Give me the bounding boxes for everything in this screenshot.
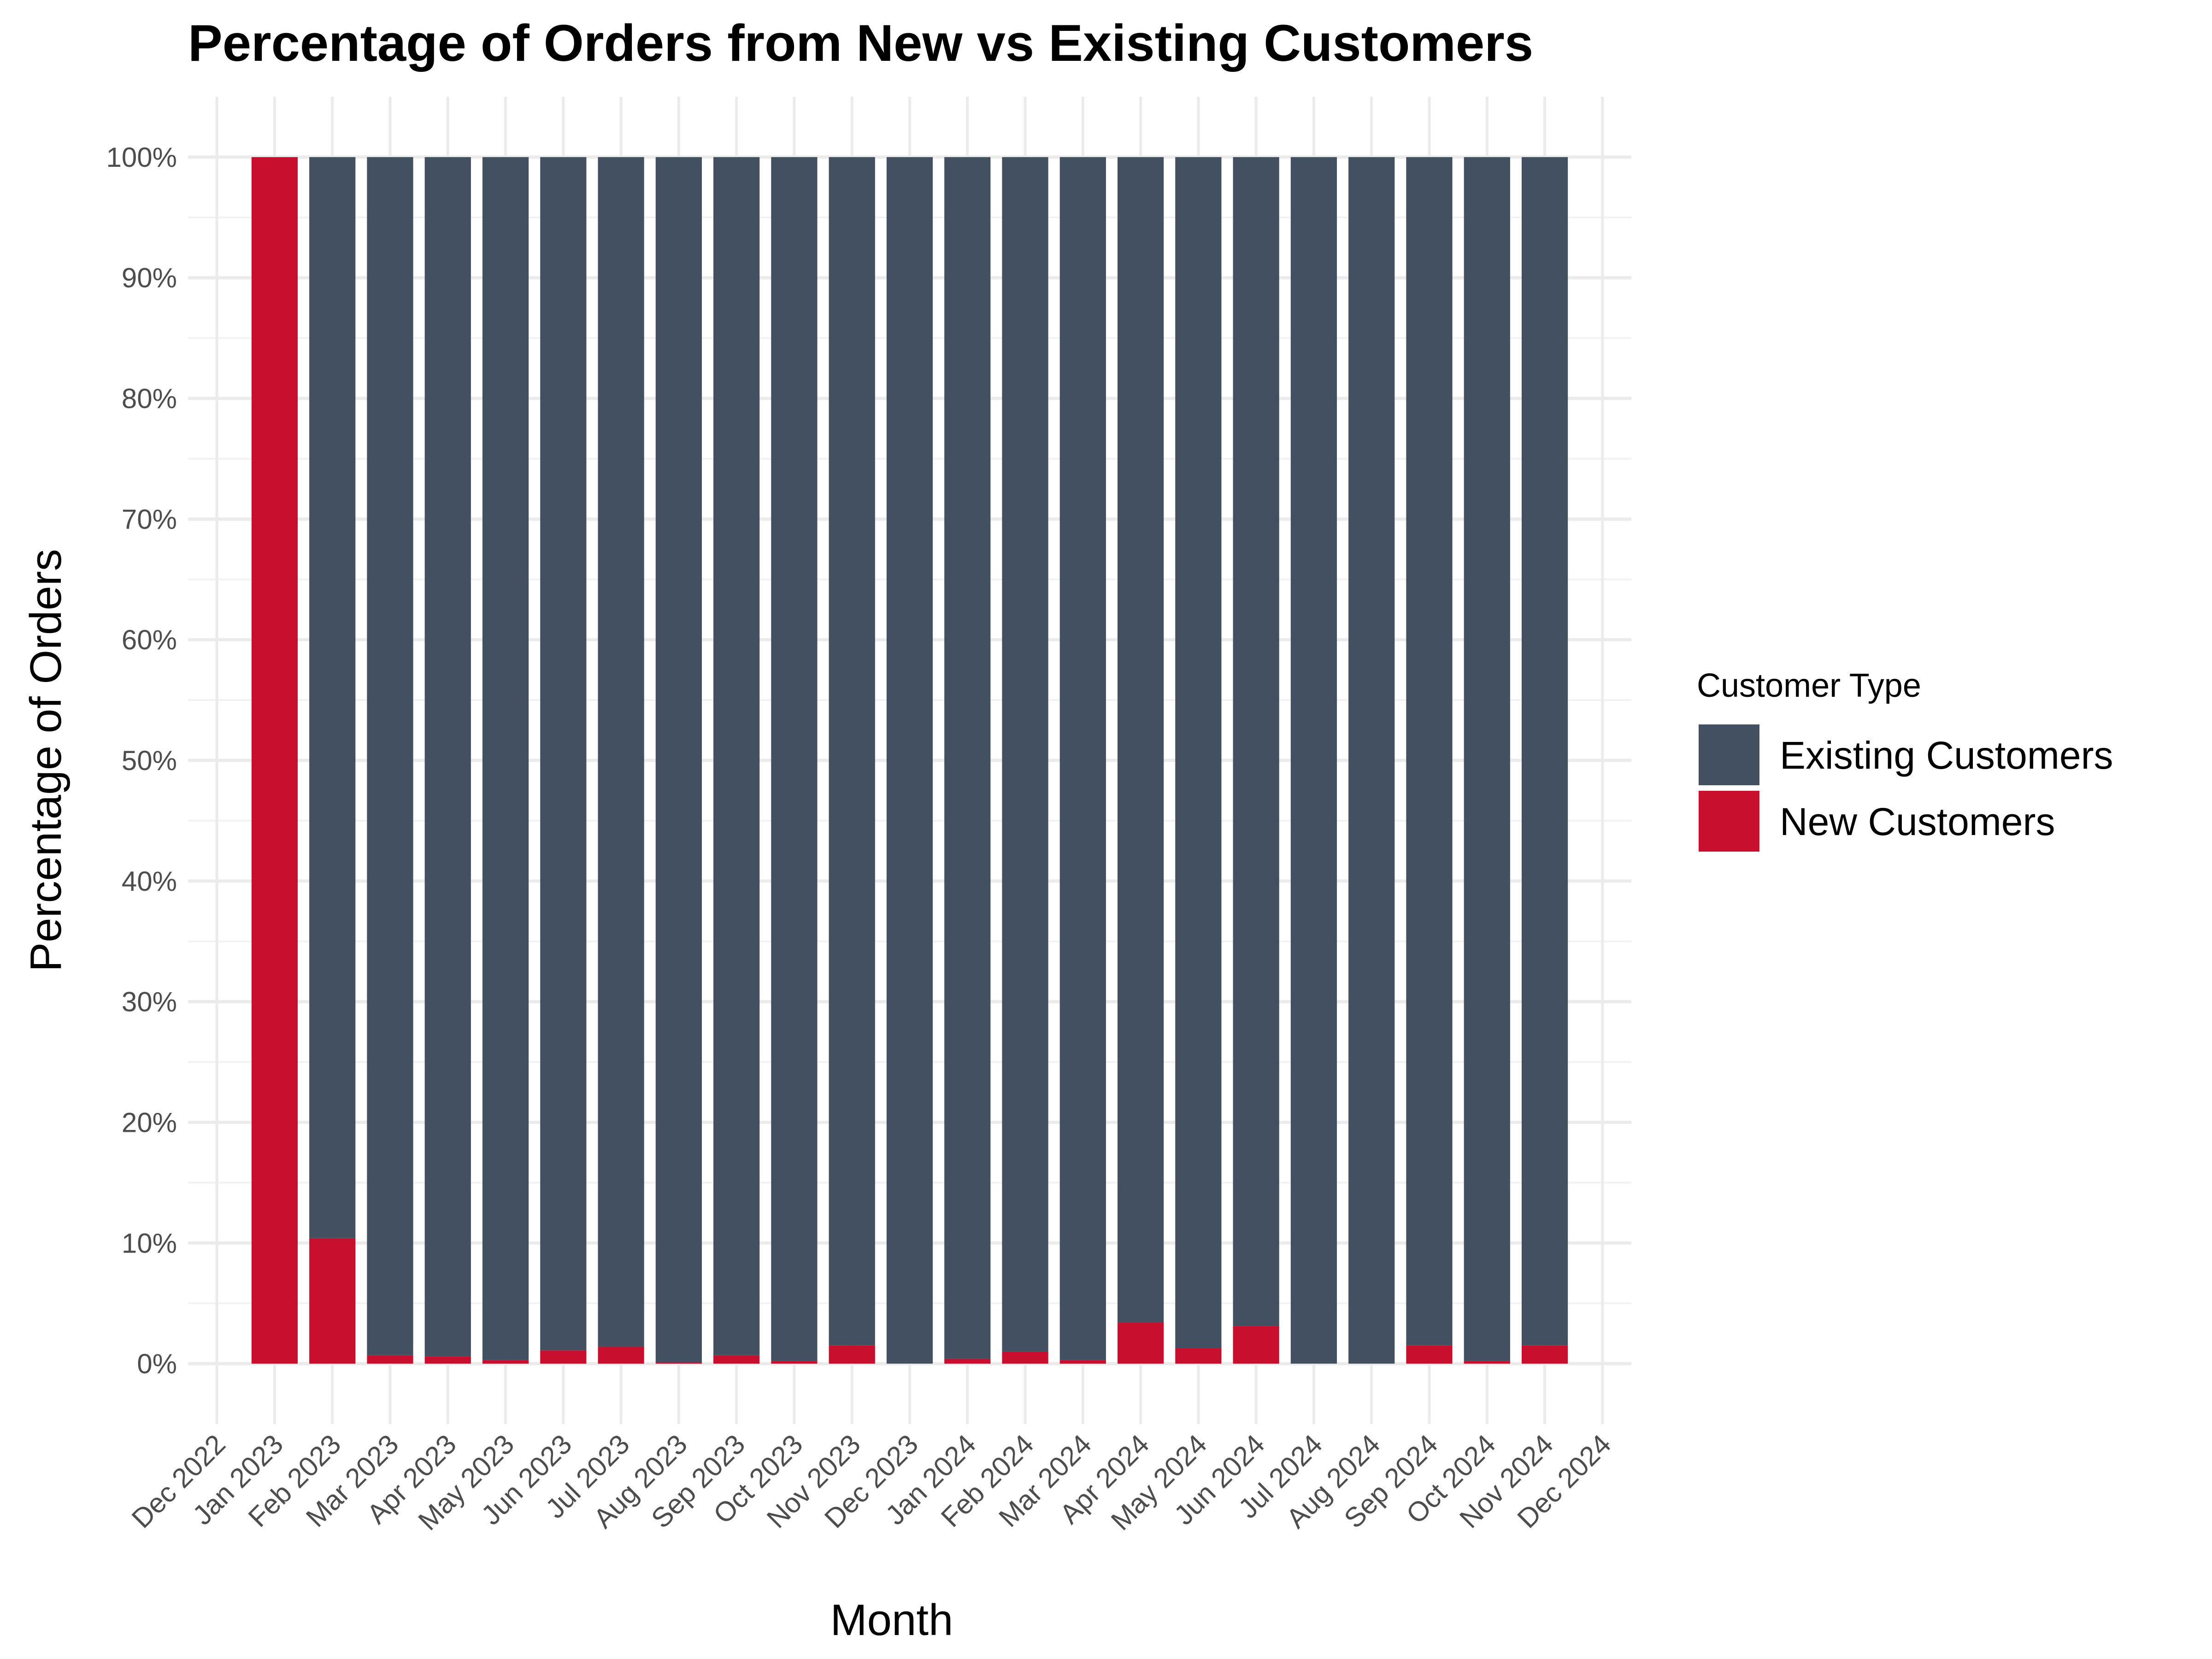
legend-label: New Customers (1780, 800, 2055, 843)
y-tick-label: 50% (122, 745, 177, 776)
bar-existing-customers (655, 157, 702, 1363)
bar-new-customers (713, 1355, 760, 1364)
bar-existing-customers (1118, 157, 1164, 1323)
bar-new-customers (1118, 1323, 1164, 1364)
bar-existing-customers (1406, 157, 1453, 1346)
bar-new-customers (540, 1350, 587, 1364)
y-tick-label: 30% (122, 987, 177, 1018)
bar-new-customers (424, 1356, 471, 1364)
x-axis-title: Month (830, 1595, 953, 1645)
bar-new-customers (598, 1347, 644, 1364)
bar-existing-customers (482, 157, 529, 1360)
bar-existing-customers (598, 157, 644, 1347)
legend-swatch (1699, 791, 1759, 852)
bar-new-customers (829, 1345, 875, 1364)
y-axis-ticks: 0% 10% 20% 30% 40% 50% 60% 70% 80% 90% 100% (106, 142, 177, 1379)
bar-existing-customers (367, 157, 413, 1355)
bars (251, 157, 1568, 1364)
bar-new-customers (944, 1359, 991, 1364)
legend-label: Existing Customers (1780, 734, 2113, 777)
bar-new-customers (1521, 1345, 1568, 1364)
bar-new-customers (251, 157, 298, 1364)
bar-existing-customers (540, 157, 587, 1351)
y-axis-title: Percentage of Orders (21, 549, 71, 972)
bar-new-customers (1406, 1345, 1453, 1364)
bar-new-customers (655, 1362, 702, 1364)
bar-new-customers (1059, 1360, 1106, 1364)
bar-new-customers (309, 1238, 356, 1364)
bar-existing-customers (1233, 157, 1279, 1326)
bar-new-customers (771, 1361, 818, 1364)
bar-new-customers (367, 1355, 413, 1364)
y-tick-label: 100% (106, 142, 177, 173)
y-tick-label: 60% (122, 624, 177, 655)
bar-new-customers (1233, 1326, 1279, 1364)
bar-existing-customers (1521, 157, 1568, 1346)
bar-existing-customers (1175, 157, 1222, 1348)
y-tick-label: 80% (122, 383, 177, 414)
bar-existing-customers (1002, 157, 1048, 1352)
chart-title: Percentage of Orders from New vs Existin… (188, 14, 1533, 72)
bar-existing-customers (1059, 157, 1106, 1360)
bar-existing-customers (1290, 157, 1337, 1364)
y-tick-label: 20% (122, 1107, 177, 1138)
bar-existing-customers (886, 157, 933, 1364)
bar-existing-customers (424, 157, 471, 1357)
legend-swatch (1699, 724, 1759, 785)
bar-new-customers (1175, 1348, 1222, 1364)
bar-existing-customers (771, 157, 818, 1361)
legend: Customer Type Existing Customers New Cust… (1697, 667, 2113, 852)
y-tick-label: 0% (137, 1348, 177, 1379)
bar-existing-customers (1464, 157, 1510, 1361)
legend-title: Customer Type (1697, 667, 1921, 704)
bar-new-customers (1002, 1351, 1048, 1364)
y-tick-label: 70% (122, 504, 177, 535)
bar-existing-customers (713, 157, 760, 1355)
y-tick-label: 40% (122, 866, 177, 897)
bar-new-customers (1464, 1361, 1510, 1364)
bar-new-customers (482, 1360, 529, 1364)
bar-existing-customers (829, 157, 875, 1346)
bar-existing-customers (944, 157, 991, 1359)
y-tick-label: 10% (122, 1228, 177, 1259)
bar-existing-customers (1348, 157, 1395, 1364)
bar-existing-customers (309, 157, 356, 1238)
y-tick-label: 90% (122, 263, 177, 294)
